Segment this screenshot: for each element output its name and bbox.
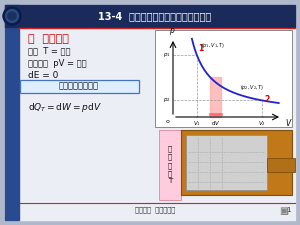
Bar	[155, 30, 292, 127]
Text: 过程方程  pV = 常量: 过程方程 pV = 常量	[28, 58, 87, 68]
Text: 2: 2	[264, 95, 270, 104]
Text: o: o	[165, 119, 169, 124]
Text: 特征  T = 常量: 特征 T = 常量	[28, 47, 70, 56]
Text: 由热力学第一定律: 由热力学第一定律	[59, 81, 99, 90]
Text: 恒
温
热
源
T: 恒 温 热 源 T	[168, 146, 172, 184]
Text: p: p	[169, 26, 173, 35]
Bar	[267, 158, 295, 172]
Text: ■: ■	[279, 206, 289, 216]
Text: $p_2$: $p_2$	[164, 97, 171, 104]
Text: 第十三章  热力学基础: 第十三章 热力学基础	[135, 207, 175, 213]
Text: 1: 1	[198, 44, 203, 53]
Bar	[5, 5, 295, 27]
Text: □: □	[281, 208, 287, 214]
Text: $V_1$: $V_1$	[193, 119, 201, 128]
Text: V: V	[285, 119, 290, 128]
Bar	[181, 130, 292, 195]
Text: $\mathrm{d}V$: $\mathrm{d}V$	[211, 119, 220, 127]
Circle shape	[5, 9, 19, 22]
Circle shape	[3, 7, 21, 25]
Circle shape	[8, 12, 16, 20]
Bar	[186, 135, 267, 190]
Text: 一  等温过程: 一 等温过程	[28, 34, 69, 44]
Text: $\mathrm{d}Q_T = \mathrm{d}W = p\mathrm{d}V$: $\mathrm{d}Q_T = \mathrm{d}W = p\mathrm{…	[28, 101, 102, 113]
Text: 1: 1	[286, 207, 291, 213]
Bar	[5, 5, 19, 220]
Bar	[159, 130, 181, 200]
Text: $(p_1,V_1,T)$: $(p_1,V_1,T)$	[201, 41, 225, 50]
Text: $V_2$: $V_2$	[259, 119, 266, 128]
Text: 13-4  理想气体的等温过程和绶热过程: 13-4 理想气体的等温过程和绶热过程	[98, 11, 212, 21]
FancyBboxPatch shape	[20, 79, 139, 92]
Text: $(p_2,V_2,T)$: $(p_2,V_2,T)$	[240, 83, 265, 92]
Text: $p_1$: $p_1$	[164, 51, 171, 59]
Text: dE = 0: dE = 0	[28, 70, 58, 79]
Bar	[210, 77, 221, 117]
